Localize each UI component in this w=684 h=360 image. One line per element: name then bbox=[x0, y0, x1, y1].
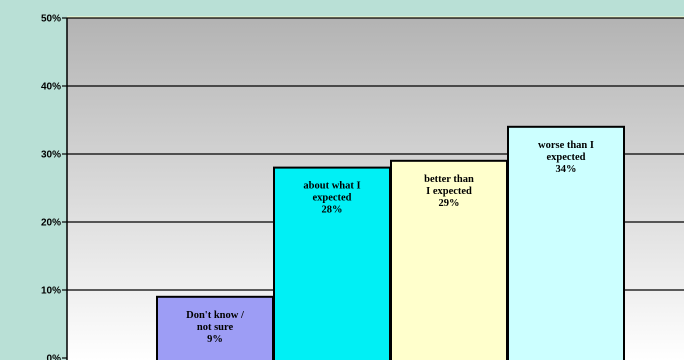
bar-data-label: expected bbox=[312, 193, 351, 204]
bar bbox=[390, 159, 508, 360]
y-tick-label: 10% bbox=[41, 286, 61, 297]
bar-data-label: better than bbox=[424, 174, 474, 185]
y-tick-label: 30% bbox=[41, 150, 61, 161]
bar-data-label: 29% bbox=[439, 198, 460, 209]
y-tick-label: 20% bbox=[41, 218, 61, 229]
bar-data-label: expected bbox=[546, 152, 585, 163]
y-tick-label: 40% bbox=[41, 82, 61, 93]
bar-data-label: about what I bbox=[303, 181, 360, 192]
bar-data-label: not sure bbox=[197, 322, 234, 333]
bar-data-label: Don't know / bbox=[186, 310, 245, 321]
bar bbox=[507, 125, 625, 360]
bar-data-label: worse than I bbox=[538, 140, 594, 151]
bar-data-label: I expected bbox=[426, 186, 472, 197]
bar-data-label: 9% bbox=[207, 334, 223, 345]
bar-data-label: 28% bbox=[322, 205, 343, 216]
bar-data-label: 34% bbox=[556, 164, 577, 175]
y-axis: 0% 10% 20% 30% 40% 50% bbox=[41, 14, 68, 360]
y-tick-label: 50% bbox=[41, 14, 61, 25]
y-tick-label: 0% bbox=[47, 354, 62, 360]
